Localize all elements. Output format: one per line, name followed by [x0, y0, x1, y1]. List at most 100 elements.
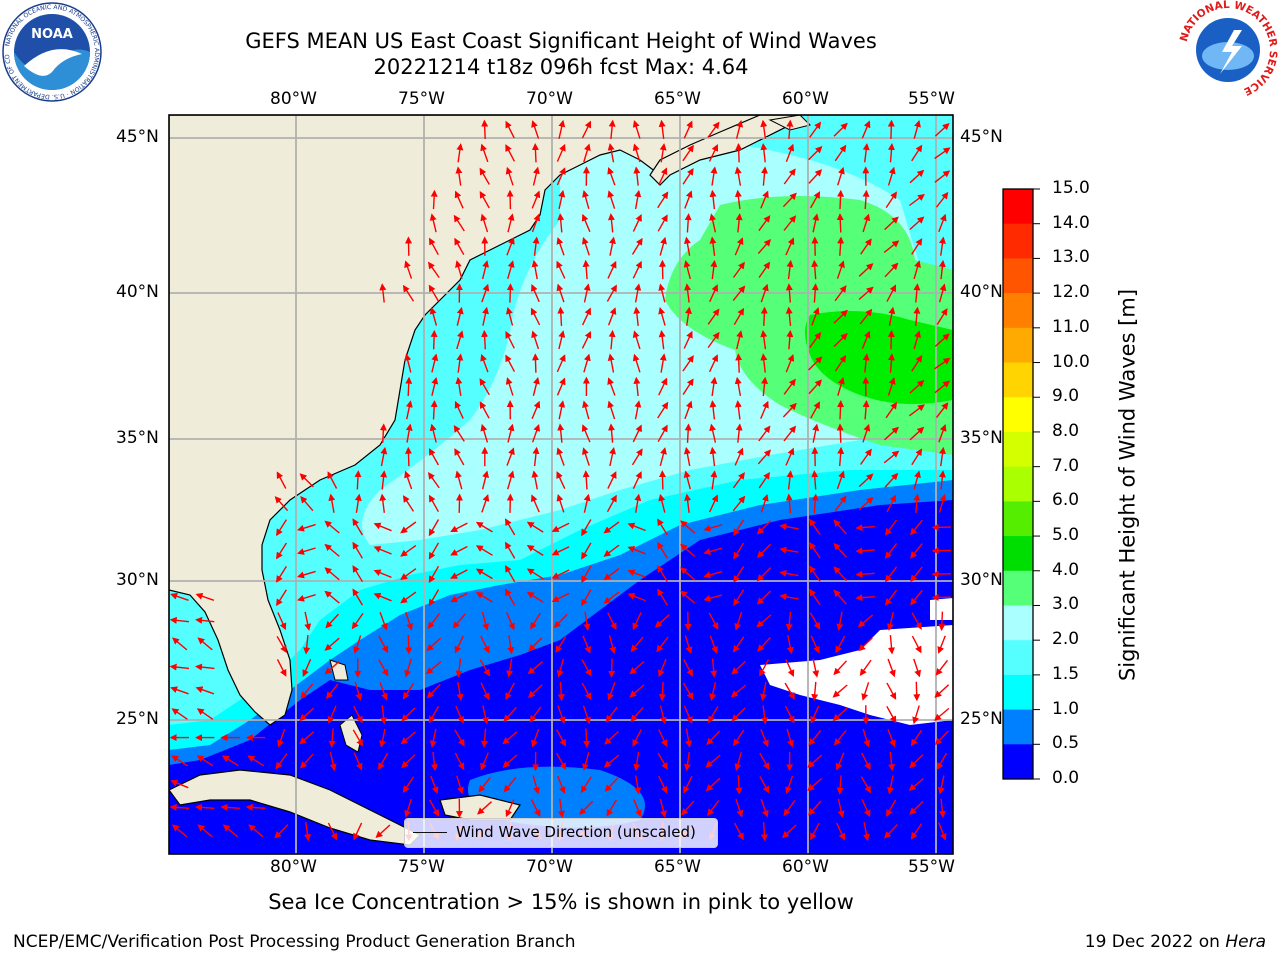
wind-wave-arrow	[304, 821, 311, 842]
wind-wave-arrow	[884, 472, 899, 488]
wind-wave-arrow	[633, 166, 641, 186]
wind-wave-arrow	[735, 143, 743, 163]
wind-wave-arrow	[658, 119, 666, 139]
wind-wave-arrow	[324, 567, 340, 581]
wind-wave-arrow	[302, 658, 312, 677]
wind-wave-arrow	[783, 425, 797, 442]
wind-wave-arrow	[526, 568, 544, 580]
wind-wave-arrow	[507, 470, 515, 490]
wind-wave-arrow	[658, 470, 666, 490]
wind-wave-arrow	[733, 566, 745, 583]
wind-wave-arrow	[658, 306, 666, 326]
colorbar-segment	[1003, 293, 1033, 329]
wind-wave-arrow	[862, 189, 870, 210]
wind-wave-arrow	[708, 354, 719, 373]
wind-wave-arrow	[812, 423, 820, 443]
wind-wave-arrow	[300, 753, 314, 769]
wind-wave-arrow	[887, 775, 894, 795]
wind-wave-arrow	[936, 308, 948, 325]
wind-wave-arrow	[581, 330, 592, 349]
lon-label-bottom-60w: 60°W	[782, 857, 829, 877]
wind-wave-arrow	[606, 799, 618, 817]
wind-wave-arrow	[556, 493, 565, 513]
wind-wave-arrow	[683, 330, 693, 349]
wind-wave-arrow	[632, 260, 642, 279]
wind-wave-arrow	[608, 658, 616, 678]
wind-wave-arrow	[782, 402, 797, 418]
wind-wave-arrow	[682, 168, 694, 185]
wind-wave-arrow	[558, 400, 566, 420]
colorbar-tick-label: 12.0	[1052, 282, 1090, 303]
wind-wave-arrow	[556, 729, 566, 747]
wind-wave-arrow	[855, 547, 875, 555]
wind-wave-arrow	[786, 329, 794, 350]
wind-wave-arrow	[475, 568, 493, 580]
wind-wave-arrow	[807, 754, 823, 768]
wind-wave-arrow	[581, 424, 591, 443]
wind-wave-arrow	[861, 120, 871, 139]
wind-wave-arrow	[760, 119, 768, 139]
wind-wave-arrow	[658, 167, 668, 186]
wind-wave-arrow	[582, 752, 590, 771]
wind-wave-arrow	[837, 798, 845, 818]
wind-wave-arrow	[733, 589, 745, 607]
wind-wave-arrow	[479, 167, 490, 185]
wind-wave-arrow	[528, 637, 543, 652]
wind-wave-arrow	[482, 306, 489, 326]
wind-wave-arrow	[883, 240, 900, 254]
wind-wave-arrow	[632, 612, 642, 631]
colorbar-segment	[1003, 744, 1033, 780]
wind-wave-arrow	[608, 119, 616, 140]
wind-wave-arrow	[353, 752, 363, 771]
wind-wave-arrow	[913, 470, 921, 490]
wind-wave-arrow	[734, 400, 742, 420]
wind-wave-arrow	[734, 447, 744, 466]
wind-wave-arrow	[855, 570, 875, 578]
wind-wave-arrow	[380, 705, 388, 725]
wind-wave-arrow	[327, 705, 337, 724]
wind-wave-arrow	[480, 423, 489, 443]
lon-label-top-80w: 80°W	[270, 89, 317, 109]
wind-wave-arrow	[911, 635, 922, 654]
wind-wave-arrow	[581, 236, 590, 256]
wind-wave-arrow	[352, 729, 363, 747]
wind-wave-arrow	[170, 779, 189, 789]
wind-wave-arrow	[481, 119, 489, 140]
wind-wave-arrow	[373, 569, 392, 579]
wind-wave-arrow	[428, 589, 440, 607]
wind-wave-arrow	[531, 423, 541, 443]
wind-wave-arrow	[786, 259, 794, 280]
lat-label-left-35n: 35°N	[116, 428, 159, 448]
wind-wave-arrow	[506, 658, 514, 678]
wind-wave-arrow	[583, 283, 591, 303]
wind-wave-arrow	[328, 493, 336, 513]
wind-wave-arrow	[658, 729, 668, 747]
wind-wave-arrow	[507, 213, 515, 233]
wind-wave-arrow	[938, 470, 946, 490]
wind-wave-arrow	[709, 213, 717, 233]
wind-wave-arrow	[556, 283, 565, 303]
wind-wave-arrow	[736, 330, 743, 350]
colorbar-segment	[1003, 605, 1033, 641]
wind-wave-arrow	[352, 541, 364, 559]
wind-wave-arrow	[532, 236, 540, 256]
wind-wave-arrow	[657, 518, 668, 536]
wind-wave-arrow	[707, 331, 720, 349]
wind-wave-arrow	[603, 544, 620, 557]
wind-wave-arrow	[608, 635, 617, 655]
lon-label-bottom-80w: 80°W	[270, 857, 317, 877]
wind-wave-arrow	[450, 569, 468, 579]
lat-label-left-30n: 30°N	[116, 570, 159, 590]
wind-wave-arrow	[629, 660, 645, 675]
wind-wave-arrow	[481, 329, 489, 350]
wind-wave-arrow	[631, 237, 643, 255]
wind-wave-arrow	[455, 166, 463, 186]
wind-wave-arrow	[910, 566, 923, 583]
wind-wave-arrow	[756, 520, 772, 535]
wind-wave-arrow	[527, 684, 543, 698]
wind-wave-arrow	[783, 378, 796, 395]
wind-wave-arrow	[682, 378, 694, 395]
footer-date-text: 19 Dec 2022 on	[1084, 932, 1220, 952]
wind-wave-arrow	[505, 541, 516, 559]
wind-wave-arrow	[248, 824, 264, 838]
